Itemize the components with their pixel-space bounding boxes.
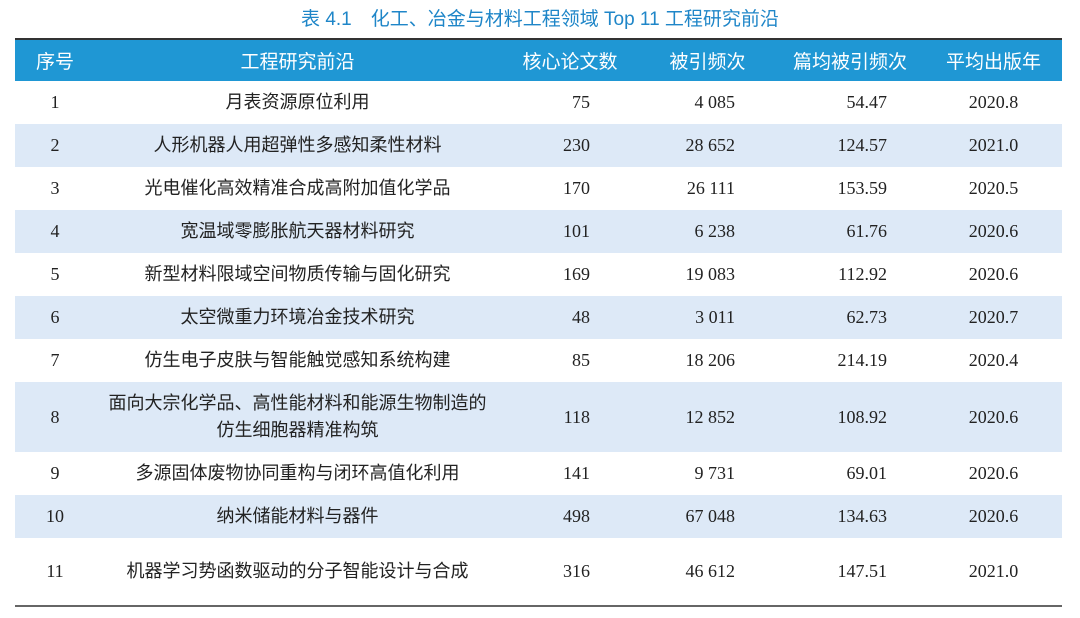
row-topic: 太空微重力环境冶金技术研究	[180, 307, 415, 327]
row-topic: 多源固体废物协同重构与闭环高值化利用	[135, 463, 460, 483]
row-topic: 面向大宗化学品、高性能材料和能源生物制造的仿生细胞器精准构筑	[108, 393, 487, 440]
table-row: 9 多源固体废物协同重构与闭环高值化利用 141 9 731 69.01 2020.6	[15, 452, 1062, 495]
row-avg-year: 2020.6	[968, 463, 1019, 483]
row-citations: 67 048	[685, 506, 736, 526]
row-no: 4	[50, 221, 60, 241]
row-avg-citations: 124.57	[837, 135, 888, 155]
row-avg-citations: 54.47	[846, 92, 888, 112]
header-papers: 核心论文数	[522, 52, 618, 73]
row-no: 8	[50, 406, 60, 427]
row-citations: 6 238	[694, 221, 736, 241]
row-no: 7	[50, 350, 60, 370]
row-avg-citations: 134.63	[837, 506, 888, 526]
row-avg-year: 2020.8	[968, 92, 1019, 112]
row-topic: 月表资源原位利用	[225, 92, 370, 112]
row-citations: 26 111	[686, 178, 735, 198]
row-avg-citations: 112.92	[838, 264, 887, 284]
row-papers: 316	[563, 561, 590, 581]
row-no: 1	[50, 92, 60, 112]
row-avg-citations: 61.76	[846, 221, 888, 241]
row-citations: 19 083	[685, 264, 736, 284]
row-citations: 18 206	[685, 350, 736, 370]
table-title: 表 4.1 化工、冶金与材料工程领域 Top 11 工程研究前沿	[301, 9, 779, 30]
row-citations: 9 731	[694, 463, 736, 483]
row-papers: 170	[563, 178, 590, 198]
table-row: 8 面向大宗化学品、高性能材料和能源生物制造的仿生细胞器精准构筑 118 12 852…	[15, 382, 1062, 452]
header-topic: 工程研究前沿	[240, 52, 355, 73]
row-papers: 141	[563, 463, 590, 483]
row-topic: 光电催化高效精准合成高附加值化学品	[144, 178, 451, 198]
row-papers: 169	[563, 264, 590, 284]
row-papers: 48	[572, 307, 590, 327]
row-papers: 118	[563, 406, 590, 427]
row-citations: 3 011	[695, 307, 735, 327]
table-row: 2 人形机器人用超弹性多感知柔性材料 230 28 652 124.57 2021.0	[15, 124, 1062, 167]
row-avg-citations: 147.51	[837, 561, 888, 581]
row-papers: 75	[572, 92, 590, 112]
table-row: 3 光电催化高效精准合成高附加值化学品 170 26 111 153.59 2020.5	[15, 167, 1062, 210]
row-topic: 新型材料限域空间物质传输与固化研究	[144, 264, 451, 284]
row-avg-year: 2020.6	[968, 406, 1019, 427]
header-avg-citations: 篇均被引频次	[792, 52, 907, 73]
row-avg-year: 2020.5	[968, 178, 1019, 198]
table-row: 5 新型材料限域空间物质传输与固化研究 169 19 083 112.92 2020.6	[15, 253, 1062, 296]
table-row: 10 纳米储能材料与器件 498 67 048 134.63 2020.6	[15, 495, 1062, 538]
table-row: 4 宽温域零膨胀航天器材料研究 101 6 238 61.76 2020.6	[15, 210, 1062, 253]
row-no: 9	[50, 463, 60, 483]
row-citations: 28 652	[685, 135, 736, 155]
table-row: 7 仿生电子皮肤与智能触觉感知系统构建 85 18 206 214.19 2020.4	[15, 339, 1062, 382]
row-topic: 宽温域零膨胀航天器材料研究	[180, 221, 415, 241]
row-papers: 230	[563, 135, 590, 155]
row-avg-citations: 108.92	[837, 406, 888, 427]
row-avg-citations: 153.59	[837, 178, 888, 198]
row-papers: 498	[563, 506, 590, 526]
header-avg-year: 平均出版年	[945, 52, 1041, 73]
row-avg-year: 2020.6	[968, 221, 1019, 241]
row-topic: 仿生电子皮肤与智能触觉感知系统构建	[144, 350, 451, 370]
research-fronts-table: 序号 工程研究前沿 核心论文数 被引频次 篇均被引频次 平均出版年 1 月表资源原…	[15, 38, 1062, 607]
row-papers: 85	[572, 350, 590, 370]
header-no: 序号	[35, 52, 74, 73]
row-avg-year: 2020.7	[968, 307, 1019, 327]
row-avg-year: 2020.6	[968, 264, 1019, 284]
row-no: 11	[46, 561, 64, 581]
row-no: 10	[46, 506, 64, 526]
row-topic: 人形机器人用超弹性多感知柔性材料	[153, 135, 442, 155]
row-avg-year: 2020.6	[968, 506, 1019, 526]
table-row: 6 太空微重力环境冶金技术研究 48 3 011 62.73 2020.7	[15, 296, 1062, 339]
row-avg-citations: 62.73	[846, 307, 888, 327]
row-citations: 12 852	[685, 406, 736, 427]
row-no: 6	[50, 307, 60, 327]
table-row: 11 机器学习势函数驱动的分子智能设计与合成 316 46 612 147.51 2021…	[15, 538, 1062, 606]
row-avg-year: 2020.4	[968, 350, 1019, 370]
table-row: 1 月表资源原位利用 75 4 085 54.47 2020.8	[15, 81, 1062, 124]
row-no: 3	[50, 178, 60, 198]
row-topic: 纳米储能材料与器件	[216, 506, 379, 526]
row-avg-citations: 69.01	[846, 463, 888, 483]
row-no: 2	[50, 135, 60, 155]
row-citations: 4 085	[694, 92, 736, 112]
row-avg-citations: 214.19	[837, 350, 888, 370]
row-topic: 机器学习势函数驱动的分子智能设计与合成	[126, 561, 469, 581]
row-avg-year: 2021.0	[968, 561, 1019, 581]
header-citations: 被引频次	[669, 52, 746, 73]
row-papers: 101	[563, 221, 590, 241]
row-avg-year: 2021.0	[968, 135, 1019, 155]
header-row: 序号 工程研究前沿 核心论文数 被引频次 篇均被引频次 平均出版年	[15, 39, 1062, 81]
row-citations: 46 612	[685, 561, 736, 581]
row-no: 5	[50, 264, 60, 284]
